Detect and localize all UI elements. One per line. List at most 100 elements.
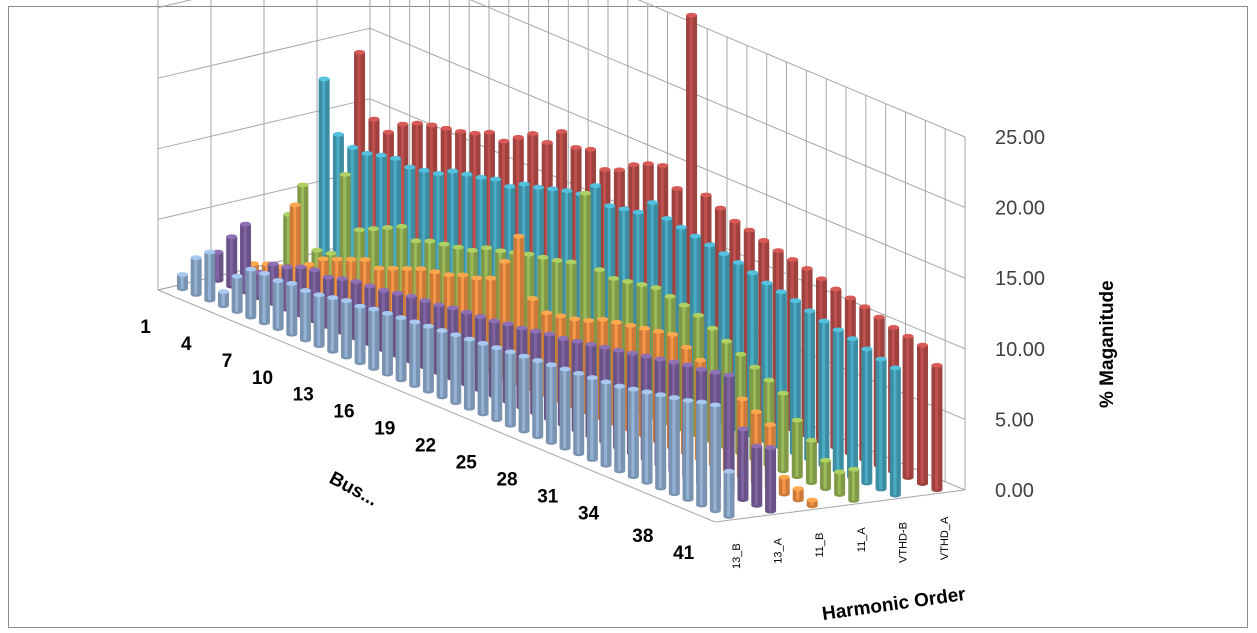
x-tick-label: 25	[456, 453, 478, 474]
bar-13_A-bus-39	[737, 426, 749, 502]
bar-13_B-bus-9	[286, 281, 298, 337]
bar-13_B-bus-13	[340, 298, 352, 360]
bar-13_B-bus-32	[600, 379, 612, 468]
bar-11_A-bus-36	[777, 390, 789, 474]
bar-13_B-bus-39	[696, 399, 708, 508]
bar-13_B-bus-1	[176, 272, 188, 292]
depth-tick-label: 13_A	[773, 537, 785, 563]
depth-tick-label: VTHD_A	[939, 516, 951, 560]
bar-13_B-bus-35	[641, 389, 653, 485]
bar-13_B-bus-27	[532, 358, 544, 440]
bar-13_B-bus-33	[614, 383, 626, 474]
bar-VTHD-B-bus-37	[832, 327, 844, 474]
x-tick-label: 22	[415, 436, 436, 457]
bar-13_B-bus-14	[354, 303, 366, 366]
x-tick-label: 7	[222, 351, 233, 372]
bar-13_B-bus-37	[668, 395, 680, 497]
bar-13_A-bus-41	[765, 445, 777, 514]
y-tick-label: 0.00	[995, 480, 1034, 502]
bars	[176, 12, 943, 519]
x-tick-label: 16	[333, 402, 354, 423]
back-wall-horizontal-gridline	[469, 0, 966, 209]
bar-13_B-bus-31	[586, 375, 598, 462]
bar-13_B-bus-22	[463, 336, 475, 411]
bar-13_B-bus-11	[313, 292, 325, 349]
bar-13_B-bus-38	[682, 398, 694, 502]
back-wall-horizontal-gridline	[637, 0, 966, 138]
bar-VTHD-B-bus-35	[804, 308, 816, 462]
x-tick-label: 1	[140, 317, 151, 338]
depth-tick-label: 11_B	[814, 533, 826, 558]
bar-11_A-bus-38	[805, 437, 817, 486]
x-tick-label: 34	[578, 504, 600, 525]
bar-11_A-bus-41	[848, 466, 860, 503]
bar-13_B-bus-41	[723, 468, 735, 519]
bar-VTHD-B-bus-39	[861, 346, 873, 486]
bar-13_B-bus-23	[477, 340, 489, 417]
floor-right-edge	[714, 489, 966, 523]
x-tick-label: 38	[632, 526, 653, 547]
y-tick-label: 25.00	[995, 127, 1045, 149]
x-tick-label: 41	[673, 543, 695, 564]
bar-13_B-bus-7	[258, 271, 270, 326]
y-tick-label: 10.00	[995, 339, 1045, 361]
bar-13_B-bus-19	[422, 323, 434, 394]
bar-13_A-bus-38	[723, 372, 735, 497]
x-tick-label: 31	[537, 487, 559, 508]
bar-VTHD-B-bus-34	[789, 298, 801, 456]
bar-VTHD-B-bus-41	[889, 365, 901, 498]
bar-13_B-bus-28	[545, 362, 557, 445]
y-tick-label: 20.00	[995, 198, 1045, 220]
bar-13_A-bus-40	[751, 443, 763, 508]
bar-13_B-bus-36	[655, 392, 667, 491]
bar-11_B-bus-41	[806, 497, 818, 509]
bar-11_A-bus-39	[820, 457, 832, 491]
x-tick-label: 19	[374, 419, 395, 440]
bar-13_B-bus-6	[245, 266, 257, 320]
bar-13_B-bus-21	[450, 332, 462, 405]
depth-tick-label: VTHD-B	[898, 522, 910, 563]
y-axis-title: % Maganitude	[1097, 280, 1118, 408]
bar-VTHD-B-bus-1	[318, 76, 330, 258]
x-tick-label: 28	[496, 470, 517, 491]
depth-tick-label: 13_B	[731, 543, 743, 569]
depth-tick-label: 11_A	[856, 527, 868, 553]
bar-13_B-bus-17	[395, 315, 407, 383]
bar-11_B-bus-40	[792, 486, 804, 503]
bar-11_A-bus-40	[834, 469, 846, 497]
bar-13_B-bus-10	[299, 288, 311, 343]
bar-13_B-bus-24	[491, 345, 503, 423]
floor-front-edge	[157, 289, 716, 523]
bar-13_B-bus-29	[559, 366, 571, 451]
bar-13_B-bus-34	[627, 386, 639, 480]
bar-VTHD_A-bus-40	[917, 342, 929, 486]
bar-13_B-bus-20	[436, 328, 448, 400]
back-wall-horizontal-gridline	[369, 27, 966, 279]
bar-VTHD-B-bus-38	[847, 336, 859, 480]
depth-axis-title: Harmonic Order	[821, 584, 968, 625]
bar-VTHD-B-bus-40	[875, 356, 887, 492]
bar-VTHD-B-bus-36	[818, 318, 830, 468]
bar-13_B-bus-5	[231, 273, 243, 314]
bar-13_B-bus-30	[573, 370, 585, 457]
bar-11_A-bus-37	[791, 417, 803, 480]
bar-13_B-bus-3	[204, 249, 216, 303]
bar-13_B-bus-25	[504, 349, 516, 428]
bar-11_B-bus-39	[778, 474, 790, 497]
bar-13_B-bus-4	[217, 289, 229, 309]
bar-VTHD_A-bus-39	[902, 333, 914, 480]
bar-VTHD_A-bus-41	[931, 362, 943, 493]
bar-13_B-bus-26	[518, 353, 530, 434]
bar-13_B-bus-15	[368, 306, 380, 371]
bar-13_B-bus-8	[272, 278, 284, 331]
bar-13_B-bus-2	[190, 255, 202, 297]
bar-13_B-bus-12	[327, 295, 339, 354]
bar-13_B-bus-16	[381, 310, 393, 377]
bar-13_B-bus-40	[709, 402, 721, 514]
x-tick-label: 10	[252, 368, 273, 389]
y-tick-label: 5.00	[995, 409, 1034, 431]
x-tick-label: 13	[293, 385, 314, 406]
x-axis-title: Bus...	[326, 468, 382, 511]
bar-13_B-bus-18	[409, 319, 421, 388]
